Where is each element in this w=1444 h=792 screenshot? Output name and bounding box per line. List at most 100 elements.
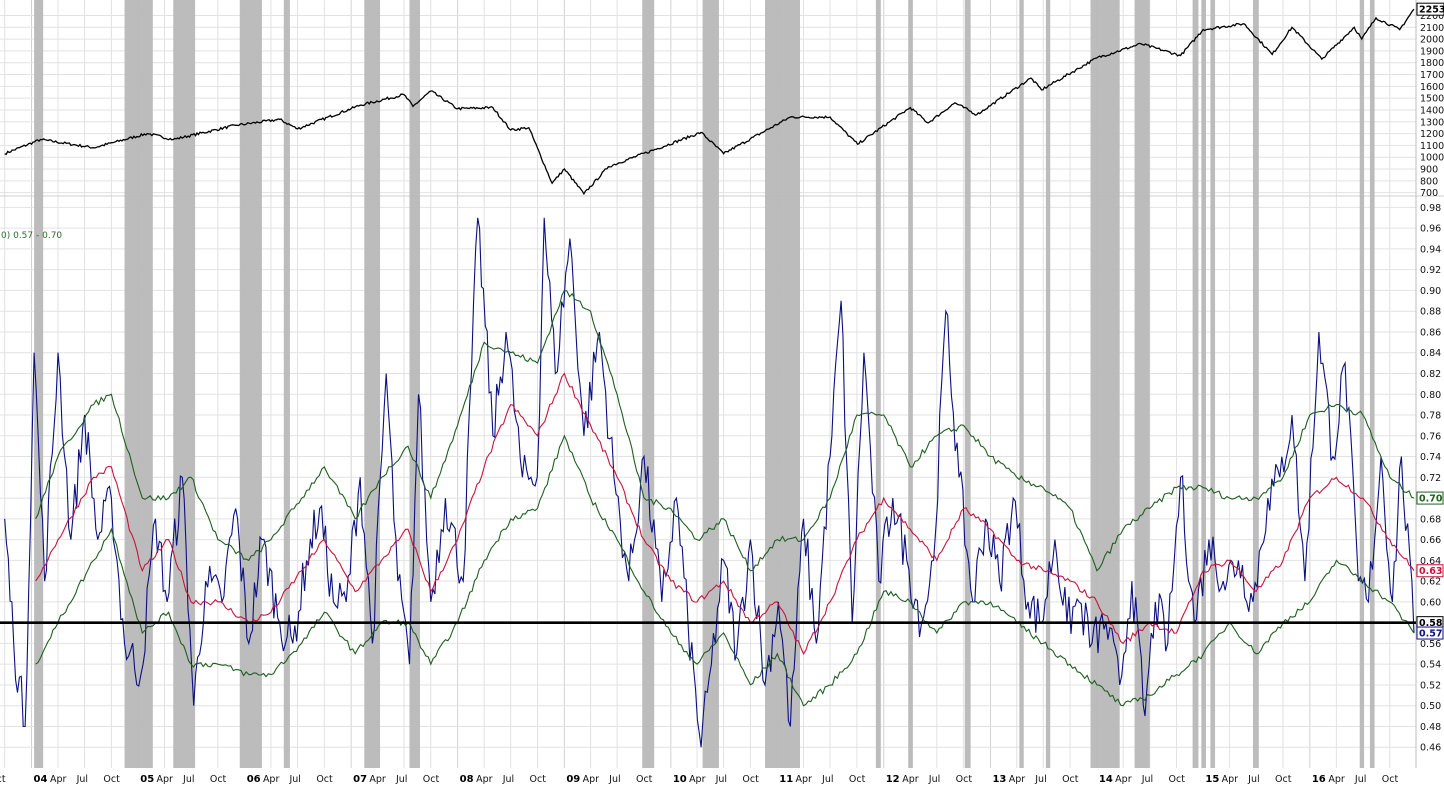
price-y-tick-label: 800 xyxy=(1420,176,1438,187)
indicator-y-tick-label: 0.68 xyxy=(1420,514,1441,525)
price-y-tick-label: 1200 xyxy=(1420,129,1444,140)
average-value-badge-box xyxy=(1416,564,1444,578)
price-y-tick-label: 1700 xyxy=(1420,70,1444,81)
indicator-y-tick-label: 0.46 xyxy=(1420,743,1441,754)
x-year-label: 07 xyxy=(353,774,367,785)
shaded-period xyxy=(1192,0,1199,768)
shaded-period xyxy=(1019,0,1024,768)
x-year-label: 04 xyxy=(33,774,47,785)
x-month-label: Jul xyxy=(182,774,194,785)
shaded-period xyxy=(908,0,913,768)
x-month-label: Oct xyxy=(742,774,759,785)
x-month-label: Jul xyxy=(1247,774,1259,785)
raw-value-badge: 0.57 xyxy=(1419,629,1442,640)
x-month-label: ct xyxy=(0,774,6,785)
price-series-line xyxy=(4,8,1415,196)
shaded-period xyxy=(173,0,196,768)
price-y-tick-label: 1000 xyxy=(1420,153,1444,164)
indicator-y-tick-label: 0.66 xyxy=(1420,535,1441,546)
indicator-average-line xyxy=(35,372,1415,655)
indicator-y-tick-label: 0.74 xyxy=(1420,452,1441,463)
x-month-label: Jul xyxy=(1034,774,1046,785)
shaded-period xyxy=(124,0,153,768)
x-month-label: Apr xyxy=(689,774,706,785)
x-year-label: 14 xyxy=(1099,774,1113,785)
x-month-label: Oct xyxy=(1169,774,1186,785)
price-y-tick-label: 2000 xyxy=(1420,35,1444,46)
x-month-label: Apr xyxy=(263,774,280,785)
upper-band-value-badge-box xyxy=(1416,491,1444,505)
indicator-y-tick-label: 0.56 xyxy=(1420,639,1441,650)
x-month-label: Oct xyxy=(1275,774,1292,785)
x-year-label: 06 xyxy=(247,774,261,785)
price-last-value-box xyxy=(1416,2,1444,16)
price-y-tick-label: 1500 xyxy=(1420,94,1444,105)
x-month-label: Apr xyxy=(1115,774,1132,785)
shaded-period xyxy=(1201,0,1207,768)
x-month-label: Apr xyxy=(583,774,600,785)
x-month-label: Jul xyxy=(928,774,940,785)
indicator-y-tick-label: 0.82 xyxy=(1420,369,1441,380)
x-month-label: Oct xyxy=(103,774,120,785)
x-month-label: Jul xyxy=(608,774,620,785)
shaded-period xyxy=(964,0,971,768)
x-month-label: Apr xyxy=(902,774,919,785)
indicator-y-tick-label: 0.50 xyxy=(1420,701,1441,712)
x-year-label: 05 xyxy=(140,774,154,785)
shaded-period xyxy=(283,0,290,768)
upper-band-value-badge: 0.70 xyxy=(1419,494,1443,505)
shaded-periods xyxy=(34,0,1375,768)
x-month-label: Apr xyxy=(796,774,813,785)
shaded-period xyxy=(34,0,44,768)
x-year-label: 16 xyxy=(1312,774,1326,785)
shaded-period xyxy=(702,0,719,768)
indicator-y-tick-label: 0.76 xyxy=(1420,431,1441,442)
shaded-period xyxy=(239,0,262,768)
indicator-y-tick-label: 0.96 xyxy=(1420,224,1441,235)
x-month-label: Jul xyxy=(1141,774,1153,785)
price-y-tick-label: 1300 xyxy=(1420,117,1444,128)
x-month-label: Oct xyxy=(530,774,547,785)
x-month-label: Jul xyxy=(715,774,727,785)
price-y-tick-label: 2100 xyxy=(1420,23,1444,34)
x-month-label: Apr xyxy=(1009,774,1026,785)
shaded-period xyxy=(1210,0,1216,768)
shaded-period xyxy=(1252,0,1259,768)
x-month-label: Oct xyxy=(1062,774,1079,785)
x-month-label: Oct xyxy=(956,774,973,785)
x-month-label: Apr xyxy=(1222,774,1239,785)
indicator-y-tick-label: 0.86 xyxy=(1420,327,1441,338)
x-year-label: 09 xyxy=(566,774,580,785)
indicator-y-tick-label: 0.90 xyxy=(1420,286,1441,297)
x-month-label: Jul xyxy=(395,774,407,785)
indicator-y-tick-label: 0.72 xyxy=(1420,473,1441,484)
x-month-label: Apr xyxy=(156,774,173,785)
shaded-period xyxy=(875,0,881,768)
price-y-tick-label: 2200 xyxy=(1420,11,1444,22)
price-panel xyxy=(4,8,1415,196)
x-month-label: Oct xyxy=(636,774,653,785)
shaded-period xyxy=(642,0,655,768)
x-year-label: 08 xyxy=(460,774,474,785)
indicator-y-tick-label: 0.54 xyxy=(1420,660,1441,671)
shaded-period xyxy=(1090,0,1120,768)
x-month-label: Jul xyxy=(1354,774,1366,785)
indicator-raw-line xyxy=(4,217,1415,748)
indicator-y-tick-label: 0.88 xyxy=(1420,307,1441,318)
price-y-tick-label: 1100 xyxy=(1420,141,1444,152)
x-month-label: Jul xyxy=(76,774,88,785)
indicator-y-tick-label: 0.92 xyxy=(1420,265,1441,276)
x-month-label: Jul xyxy=(502,774,514,785)
x-month-label: Apr xyxy=(476,774,493,785)
x-year-label: 15 xyxy=(1205,774,1219,785)
price-y-tick-label: 900 xyxy=(1420,165,1438,176)
x-month-label: Oct xyxy=(316,774,333,785)
price-last-value-label: 2253 xyxy=(1419,5,1444,16)
x-month-label: Apr xyxy=(1328,774,1345,785)
indicator-band-line xyxy=(35,434,1415,707)
average-value-badge: 0.63 xyxy=(1419,566,1442,577)
x-month-label: Oct xyxy=(210,774,227,785)
x-month-label: Jul xyxy=(821,774,833,785)
